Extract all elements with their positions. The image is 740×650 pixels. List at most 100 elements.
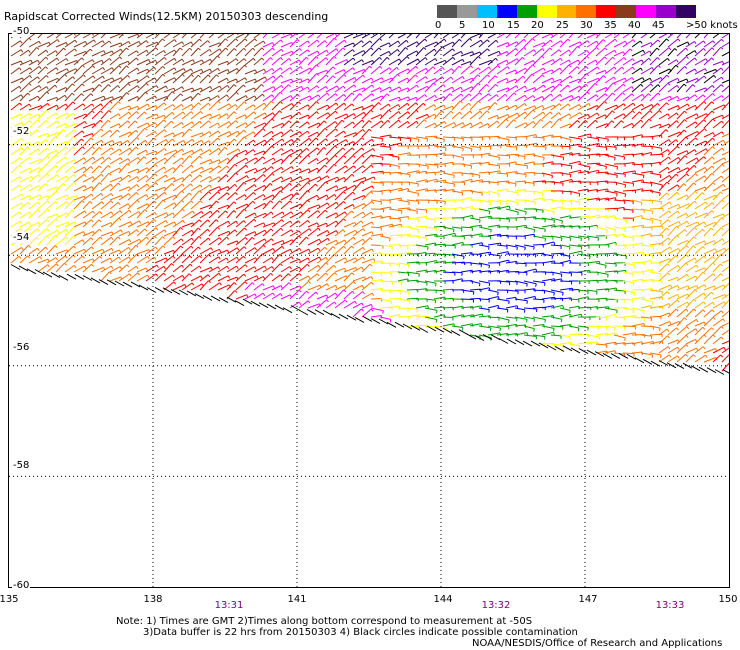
wind-barb xyxy=(542,70,552,74)
wind-barb-tick xyxy=(399,112,401,114)
wind-barb-tick xyxy=(686,263,688,265)
wind-barb-tick xyxy=(712,157,714,159)
wind-barb-tick xyxy=(642,104,644,107)
wind-barb-tick xyxy=(353,192,355,194)
wind-barb-tick xyxy=(643,50,644,53)
wind-barb-tick xyxy=(327,93,329,95)
wind-barb-tick xyxy=(103,249,104,252)
wind-barb-tick xyxy=(463,123,464,126)
wind-barb-tick xyxy=(118,183,120,185)
wind-barb-tick xyxy=(641,203,642,206)
wind-barb-tick xyxy=(192,122,194,125)
wind-barb xyxy=(704,147,713,156)
wind-barb xyxy=(407,110,416,119)
wind-barb xyxy=(11,138,21,146)
wind-barb xyxy=(20,93,28,101)
wind-barb-tick xyxy=(183,112,185,115)
wind-barb-tick xyxy=(148,123,149,126)
wind-barb-tick xyxy=(353,205,354,208)
wind-barb xyxy=(407,34,417,38)
wind-barb-tick xyxy=(57,34,59,35)
wind-barb-tick xyxy=(632,123,633,126)
wind-barb xyxy=(542,78,553,83)
wind-barb-tick xyxy=(473,292,474,295)
wind-barb-tick xyxy=(554,293,555,296)
wind-barb-tick xyxy=(103,68,105,71)
wind-barb xyxy=(353,212,363,218)
wind-barb xyxy=(227,248,237,254)
wind-barb xyxy=(452,51,461,56)
wind-barb xyxy=(38,133,48,137)
wind-barb-tick xyxy=(28,202,30,204)
wind-barb-tick xyxy=(29,50,31,52)
wind-barb-tick xyxy=(226,211,228,213)
wind-barb xyxy=(677,302,687,308)
wind-barb xyxy=(632,104,642,110)
wind-barb xyxy=(623,34,632,38)
wind-barb xyxy=(245,88,255,92)
wind-barb-tick xyxy=(328,203,330,206)
wind-barb xyxy=(695,34,703,38)
wind-barb-tick xyxy=(344,201,346,203)
wind-barb xyxy=(137,76,147,83)
wind-barb-tick xyxy=(480,111,482,113)
wind-barb xyxy=(191,75,198,83)
wind-barb xyxy=(209,34,218,38)
wind-barb-tick xyxy=(101,174,103,176)
wind-barb-tick xyxy=(390,87,391,90)
wind-barb-tick xyxy=(56,191,58,193)
wind-barb-tick xyxy=(73,200,75,202)
wind-barb-tick xyxy=(606,167,607,170)
wind-barb-tick xyxy=(300,132,302,135)
wind-barb-tick xyxy=(723,319,725,322)
wind-barb xyxy=(110,130,117,137)
wind-barb xyxy=(686,228,695,237)
wind-barb-tick xyxy=(209,141,211,144)
wind-barb-tick xyxy=(46,184,48,186)
wind-barb-tick xyxy=(110,258,111,261)
wind-barb xyxy=(191,140,202,146)
wind-barb-tick xyxy=(165,230,167,233)
wind-barb xyxy=(416,34,423,38)
wind-barb xyxy=(704,75,714,83)
wind-barb-tick xyxy=(425,58,427,60)
wind-barb-tick xyxy=(408,112,410,114)
wind-barb-tick xyxy=(461,94,463,96)
wind-barb xyxy=(11,41,20,47)
wind-barb xyxy=(110,141,121,146)
wind-barb-tick xyxy=(670,321,671,324)
wind-barb xyxy=(497,106,508,110)
wind-barb-tick xyxy=(149,60,150,63)
wind-barb xyxy=(281,283,289,290)
colorbar-swatch xyxy=(497,5,517,18)
wind-barb-tick xyxy=(272,95,274,98)
wind-barb xyxy=(335,70,344,74)
wind-barb-tick xyxy=(633,274,634,277)
wind-barb-tick xyxy=(245,65,247,67)
wind-barb-tick xyxy=(678,96,679,99)
wind-barb xyxy=(119,61,128,65)
wind-barb-tick xyxy=(157,114,158,117)
wind-barb xyxy=(227,211,234,219)
wind-barb-tick xyxy=(265,113,266,116)
wind-barb xyxy=(380,236,390,238)
wind-barb-tick xyxy=(652,68,654,71)
wind-barb xyxy=(83,177,93,182)
wind-barb-tick xyxy=(200,185,202,188)
wind-barb xyxy=(704,263,713,272)
wind-barb-tick xyxy=(246,150,247,153)
wind-barb xyxy=(479,245,489,247)
wind-barb-tick xyxy=(113,78,114,81)
wind-barb-tick xyxy=(704,102,706,104)
wind-barb-tick xyxy=(695,95,697,98)
wind-barb xyxy=(668,185,678,191)
wind-barb-tick xyxy=(22,148,24,151)
wind-barb xyxy=(137,268,146,272)
wind-barb xyxy=(434,39,444,47)
wind-barb xyxy=(11,114,21,119)
wind-barb xyxy=(452,227,462,228)
wind-barb-tick xyxy=(38,96,40,99)
wind-barb xyxy=(524,317,535,319)
wind-barb xyxy=(272,177,282,182)
wind-barb-tick xyxy=(617,310,618,313)
